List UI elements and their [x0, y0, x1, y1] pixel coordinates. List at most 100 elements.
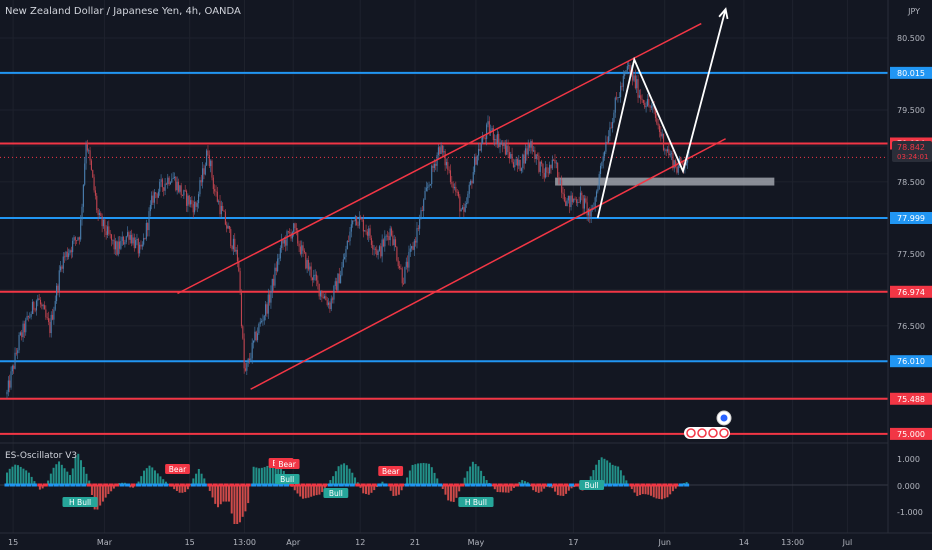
candle-body — [602, 156, 604, 163]
candle-body — [606, 141, 608, 143]
osc-bar — [167, 484, 170, 485]
osc-state-dot — [355, 483, 361, 487]
candle-body — [177, 181, 180, 192]
candle-body — [125, 236, 127, 243]
candle-body — [575, 199, 577, 203]
consolidation-zone[interactable] — [555, 177, 775, 186]
osc-state-dot — [31, 483, 37, 487]
osc-bar — [545, 485, 548, 487]
symbol-title[interactable]: New Zealand Dollar / Japanese Yen, 4h, O… — [5, 6, 241, 17]
bull-signal-label[interactable] — [274, 474, 300, 484]
candle-body — [215, 191, 217, 193]
osc-bar — [354, 477, 357, 485]
osc-bar — [236, 485, 239, 524]
osc-state-dot — [59, 483, 65, 487]
bull-signal-label[interactable] — [458, 497, 494, 507]
candle-body — [172, 178, 174, 179]
osc-bar — [123, 482, 126, 485]
candle-body — [184, 190, 186, 192]
osc-state-dot — [201, 483, 207, 487]
osc-state-dot — [174, 483, 180, 487]
osc-state-dot — [377, 483, 383, 487]
candle-body — [157, 191, 159, 198]
osc-bar — [192, 478, 195, 485]
candle-body — [159, 181, 161, 192]
time-tick-label: 21 — [410, 538, 420, 547]
candle-body — [19, 332, 21, 335]
candle-body — [629, 65, 631, 72]
candle-body — [239, 270, 241, 292]
event-dot-icon-4 — [719, 428, 729, 438]
candle-body — [86, 144, 88, 151]
osc-bar — [33, 481, 36, 485]
level-tag — [890, 427, 932, 440]
candle-body — [151, 195, 153, 205]
candle-body — [34, 309, 36, 311]
candle-body — [585, 198, 587, 203]
osc-bar — [66, 471, 69, 485]
osc-state-dot — [574, 483, 580, 487]
osc-bar — [153, 470, 156, 485]
channel-upper-line[interactable] — [177, 22, 702, 295]
osc-bar — [208, 485, 211, 491]
osc-bar — [8, 468, 11, 485]
bull-signal-label[interactable] — [323, 488, 349, 498]
candle-body — [211, 160, 213, 178]
osc-bar — [471, 461, 474, 485]
candle-body — [183, 190, 185, 196]
candle-body — [80, 219, 82, 240]
candle-body — [18, 334, 20, 351]
osc-state-dot — [410, 483, 416, 487]
osc-state-dot — [508, 483, 514, 487]
candle-body — [511, 154, 513, 163]
osc-bar — [318, 485, 321, 495]
osc-state-dot — [448, 483, 454, 487]
osc-state-dot — [273, 483, 279, 487]
osc-bar — [143, 470, 146, 485]
candle-body — [389, 228, 391, 241]
candle-body — [287, 231, 289, 233]
candle-body — [546, 167, 548, 173]
candle-body — [27, 316, 29, 318]
osc-bar — [252, 466, 255, 485]
level-tag — [890, 355, 932, 368]
osc-bar — [258, 468, 261, 485]
osc-bar — [674, 485, 677, 489]
candle-body — [360, 216, 362, 220]
osc-bar — [455, 485, 458, 498]
candle-body — [578, 202, 580, 204]
price-axis[interactable] — [888, 0, 932, 533]
level-tag — [890, 212, 932, 225]
candle-body — [483, 136, 485, 139]
bear-signal-label[interactable] — [165, 464, 190, 474]
candle-body — [673, 160, 675, 169]
candle-body — [573, 198, 575, 202]
osc-state-dot — [338, 483, 344, 487]
candle-body — [668, 149, 670, 156]
osc-bar — [58, 461, 61, 485]
candle-body — [254, 331, 256, 341]
osc-state-dot — [42, 483, 48, 487]
candle-body — [528, 144, 531, 148]
osc-tick-label: -1.000 — [897, 508, 923, 517]
osc-state-dot — [37, 483, 43, 487]
event-marker-icons[interactable] — [684, 427, 730, 439]
candle-body — [463, 207, 465, 212]
bull-signal-label[interactable] — [579, 480, 605, 490]
oscillator-title[interactable]: ES-Oscillator V3 — [5, 451, 77, 461]
bear-signal-label[interactable] — [378, 466, 404, 476]
candle-body — [246, 363, 248, 371]
candle-body — [453, 186, 456, 189]
bull-signal-label[interactable] — [62, 497, 98, 507]
candle-body — [604, 151, 606, 157]
indicator-badge-icons[interactable] — [684, 410, 732, 439]
bear-signal-label[interactable] — [274, 459, 300, 469]
time-axis[interactable] — [0, 533, 888, 550]
candle-body — [153, 192, 155, 203]
channel-lower-line[interactable] — [250, 138, 726, 390]
projection-line[interactable] — [596, 8, 727, 219]
candle-body — [219, 201, 221, 215]
candle-body — [266, 304, 268, 314]
